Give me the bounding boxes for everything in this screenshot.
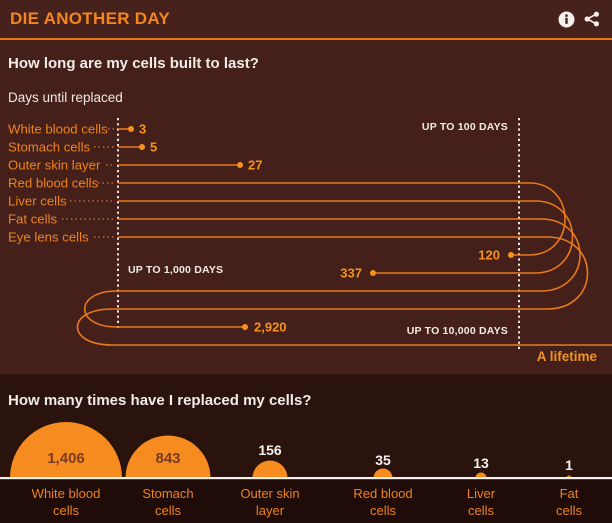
label-outer-skin-2: layer [256,503,285,518]
value-red-blood: 120 [478,248,500,263]
cell-label-outer-skin: Outer skin layer [8,158,101,173]
cell-label-red-blood: Red blood cells [8,176,99,191]
label-white-blood-2: cells [53,503,80,518]
header: DIE ANOTHER DAY [0,0,612,40]
label-outer-skin-1: Outer skin [240,486,299,501]
info-icon[interactable] [558,11,575,28]
label-red-blood-1: Red blood [353,486,412,501]
header-icons [558,11,600,28]
lifespan-chart: White blood cells Stomach cells Outer sk… [8,118,612,364]
line-red-blood-cells [118,182,566,256]
value-outer-skin: 27 [248,158,262,173]
lifetime-label: A lifetime [537,349,598,364]
count-white-blood: 1,406 [47,450,85,467]
threshold-100-days: UP TO 100 DAYS [422,121,508,133]
label-fat-2: cells [556,503,583,518]
value-white-blood: 3 [139,122,146,137]
count-outer-skin: 156 [258,442,282,458]
semicircle-white-blood [10,422,122,478]
replacement-category-labels: White blood cells Stomach cells Outer sk… [32,486,583,518]
page-title: DIE ANOTHER DAY [10,9,171,28]
line-eye-lens-cells [76,236,612,346]
value-stomach: 5 [150,140,157,155]
label-fat-1: Fat [560,486,579,501]
label-red-blood-2: cells [370,503,397,518]
value-liver: 337 [340,266,362,281]
line-end-dots [128,126,514,330]
replacement-heading: How many times have I replaced my cells? [8,392,312,409]
cell-label-eye-lens: Eye lens cells [8,230,89,245]
timeline-lines [76,128,612,346]
count-liver: 13 [473,455,489,471]
semicircle-outer-skin [252,460,288,478]
threshold-1000-days: UP TO 1,000 DAYS [128,264,223,276]
cell-label-liver: Liver cells [8,194,67,209]
threshold-10000-days: UP TO 10,000 DAYS [407,325,508,337]
lifespan-heading: How long are my cells built to last? [8,55,259,72]
replacement-chart: 1,406 843 156 35 13 1 White blood cells … [0,422,612,523]
cell-label-stomach: Stomach cells [8,140,90,155]
label-stomach-1: Stomach [142,486,193,501]
label-white-blood-1: White blood [32,486,101,501]
semicircles [10,422,572,478]
value-fat: 2,920 [254,320,287,335]
line-liver-cells [118,200,574,274]
count-stomach: 843 [155,450,180,467]
semicircle-stomach [125,435,211,478]
baseline-lower-strip [0,478,612,523]
semicircle-liver [475,472,487,478]
label-leader-dots [62,128,115,238]
semicircle-red-blood [373,468,393,478]
cell-label-white-blood: White blood cells [8,122,108,137]
share-icon[interactable] [584,11,600,27]
line-fat-cells [83,218,581,328]
count-red-blood: 35 [375,452,391,468]
label-liver-2: cells [468,503,495,518]
count-fat: 1 [565,457,573,473]
lifespan-axis-title: Days until replaced [8,90,123,105]
label-liver-1: Liver [467,486,496,501]
cell-label-fat: Fat cells [8,212,58,227]
baseline [0,477,612,480]
label-stomach-2: cells [155,503,182,518]
